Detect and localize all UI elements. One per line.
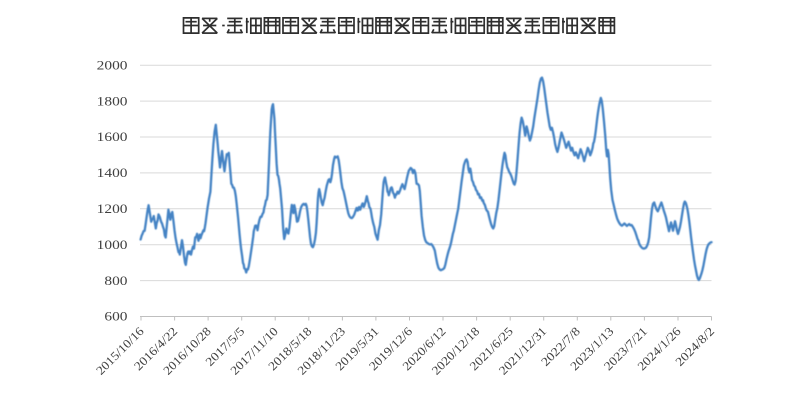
svg-text:800: 800 xyxy=(104,274,127,288)
svg-text:600: 600 xyxy=(104,310,127,324)
svg-text:1400: 1400 xyxy=(97,166,128,180)
svg-text:1600: 1600 xyxy=(97,130,128,144)
svg-text:1000: 1000 xyxy=(97,238,128,252)
svg-text:1800: 1800 xyxy=(97,94,128,108)
svg-text:1200: 1200 xyxy=(97,202,128,216)
svg-text:2000: 2000 xyxy=(97,58,128,72)
